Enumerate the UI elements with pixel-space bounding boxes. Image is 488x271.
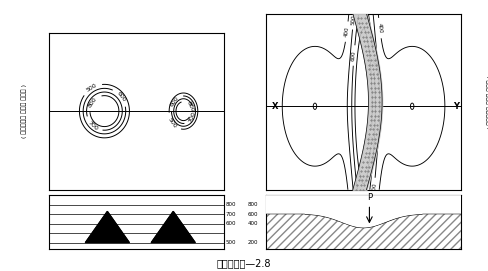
Text: ( ऊँचाई फीट में ): ( ऊँचाई फीट में ) <box>21 84 27 138</box>
Text: 400: 400 <box>247 221 258 226</box>
Text: (i) काठी: (i) काठी <box>121 212 152 221</box>
Text: 400: 400 <box>377 22 383 34</box>
Text: 500: 500 <box>86 83 98 93</box>
Text: 600: 600 <box>371 56 376 67</box>
Polygon shape <box>85 211 129 243</box>
Text: 800: 800 <box>185 100 195 113</box>
Text: 800: 800 <box>247 202 258 207</box>
Text: चित्र—2.8: चित्र—2.8 <box>217 258 271 268</box>
Text: 600: 600 <box>169 95 180 108</box>
Text: 800: 800 <box>225 202 236 207</box>
Text: 700: 700 <box>87 120 99 131</box>
Text: 600: 600 <box>116 91 126 103</box>
Text: (ii) दर्रा ( P ): (ii) दर्रा ( P ) <box>334 205 393 215</box>
Text: 600: 600 <box>225 221 236 226</box>
Text: 700: 700 <box>188 110 197 123</box>
Text: Y: Y <box>453 102 459 111</box>
Text: 400: 400 <box>344 26 350 37</box>
Text: X: X <box>272 102 278 111</box>
Polygon shape <box>151 211 195 243</box>
Text: 700: 700 <box>225 212 236 217</box>
Text: 500: 500 <box>350 14 356 25</box>
Text: 600: 600 <box>247 212 258 217</box>
Text: P: P <box>367 193 372 202</box>
Text: 500: 500 <box>371 182 377 193</box>
Text: 700: 700 <box>368 134 374 145</box>
Text: 500: 500 <box>225 240 236 245</box>
Text: 800: 800 <box>87 96 98 108</box>
Text: 600: 600 <box>351 50 357 61</box>
Text: 200: 200 <box>247 240 258 245</box>
Text: 500: 500 <box>167 117 178 129</box>
